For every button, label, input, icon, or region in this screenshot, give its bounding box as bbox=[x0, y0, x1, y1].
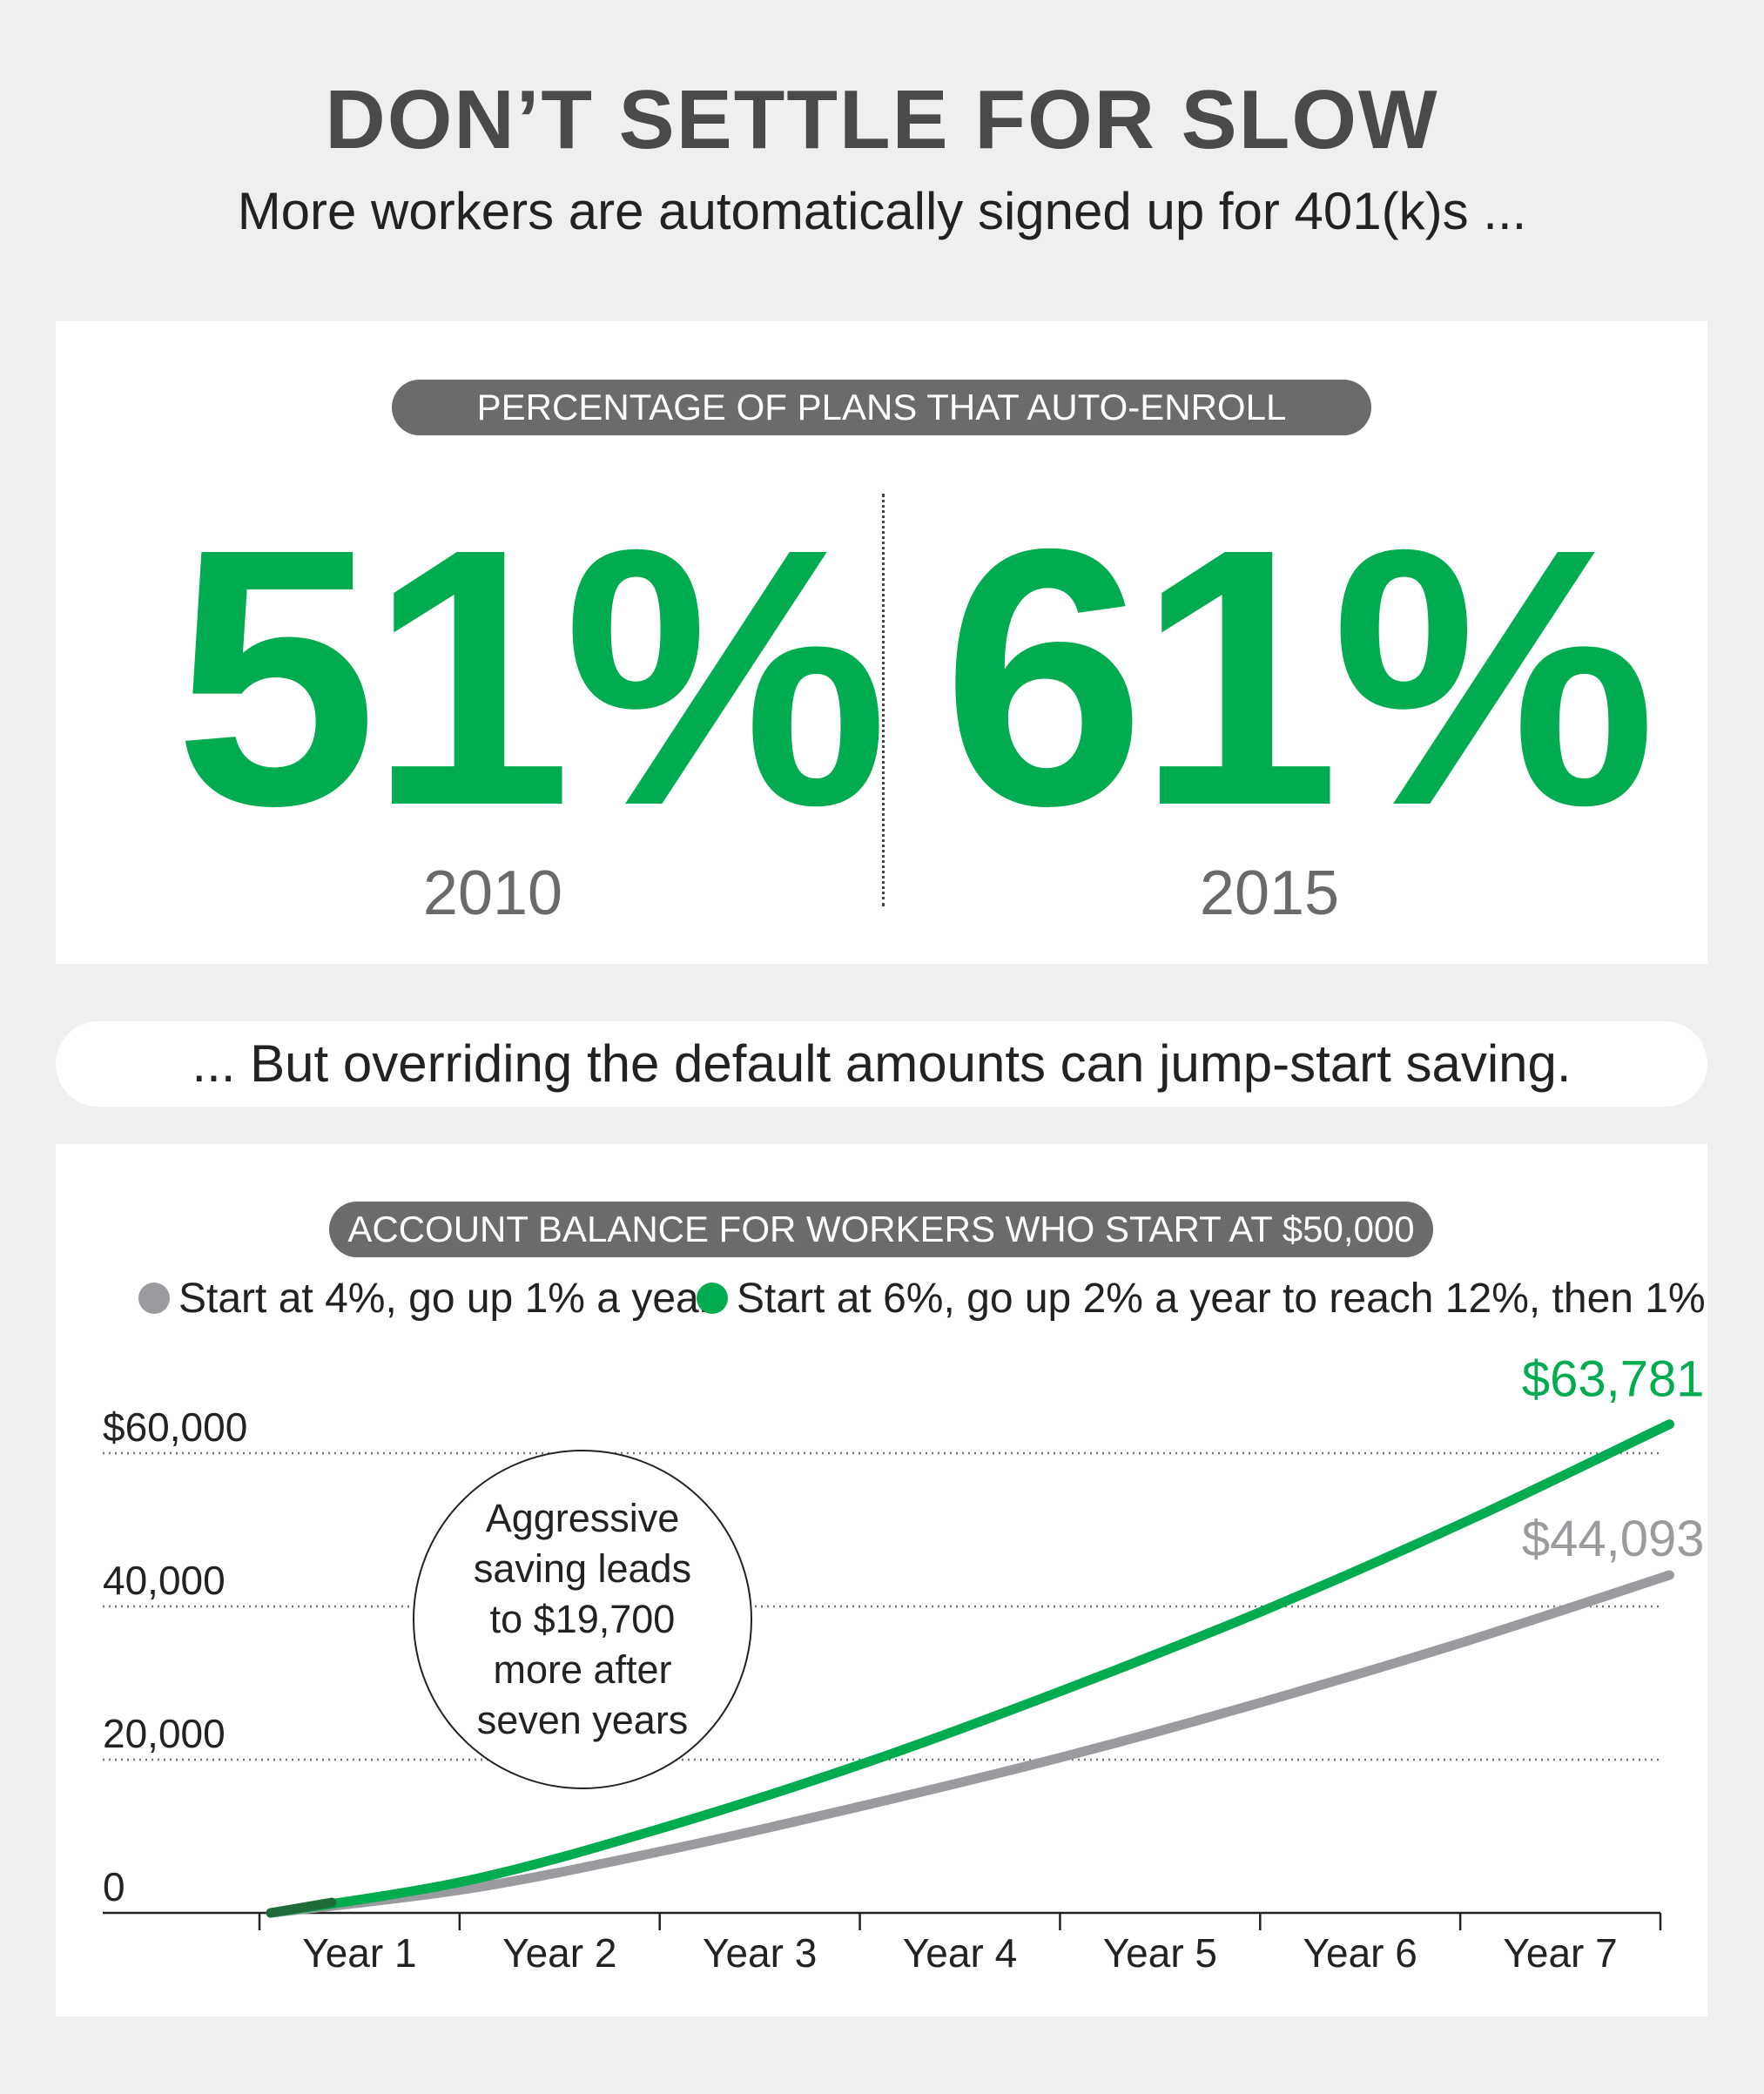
stat-2015-year: 2015 bbox=[1199, 858, 1340, 928]
end-label-gray: $44,093 bbox=[1522, 1511, 1705, 1567]
x-tick-label: Year 7 bbox=[1503, 1930, 1617, 1976]
x-tick-label: Year 1 bbox=[302, 1930, 416, 1976]
chart-legend: Start at 4%, go up 1% a year Start at 6%… bbox=[56, 1269, 1707, 1330]
transition-banner: ... But overriding the default amounts c… bbox=[56, 1021, 1707, 1107]
stat-2015-value: 61% bbox=[942, 474, 1657, 882]
y-tick-label: 0 bbox=[103, 1864, 125, 1909]
page-subtitle: More workers are automatically signed up… bbox=[237, 182, 1527, 240]
x-tick-label: Year 4 bbox=[903, 1930, 1017, 1976]
page-title: DON’T SETTLE FOR SLOW bbox=[325, 73, 1439, 166]
legend-item-green: Start at 6%, go up 2% a year to reach 12… bbox=[697, 1269, 1706, 1330]
x-tick-label: Year 3 bbox=[703, 1930, 817, 1976]
stat-2010-value: 51% bbox=[174, 474, 889, 882]
series-line-gray bbox=[266, 1570, 1674, 1918]
x-tick-label: Year 5 bbox=[1103, 1930, 1217, 1976]
legend-swatch-gray bbox=[138, 1283, 170, 1315]
end-label-green: $63,781 bbox=[1522, 1351, 1705, 1408]
annotation-text: Aggressive saving leads to $19,700 more … bbox=[473, 1496, 692, 1742]
y-tick-label: 20,000 bbox=[103, 1711, 226, 1756]
auto-enroll-heading: PERCENTAGE OF PLANS THAT AUTO-ENROLL EMP… bbox=[392, 380, 1371, 483]
y-tick-label: $60,000 bbox=[103, 1404, 247, 1450]
y-tick-label: 40,000 bbox=[103, 1558, 226, 1603]
legend-label-gray: Start at 4%, go up 1% a year bbox=[178, 1276, 713, 1322]
series-overlap-segment bbox=[266, 1897, 337, 1918]
annotation-bubble: Aggressive saving leads to $19,700 more … bbox=[413, 1450, 752, 1789]
x-tick-label: Year 2 bbox=[502, 1930, 616, 1976]
auto-enroll-panel: PERCENTAGE OF PLANS THAT AUTO-ENROLL EMP… bbox=[56, 321, 1707, 964]
series-line-green bbox=[266, 1419, 1674, 1918]
stats-divider bbox=[882, 494, 885, 906]
balance-line-chart: $60,000 40,000 20,000 0 Year 1 Year 2 Year 3 Ye… bbox=[103, 1351, 1705, 1976]
chart-title: ACCOUNT BALANCE FOR WORKERS WHO START AT… bbox=[329, 1202, 1433, 1305]
legend-label-green: Start at 6%, go up 2% a year to reach 12… bbox=[737, 1276, 1706, 1322]
x-tick-label: Year 6 bbox=[1303, 1930, 1417, 1976]
legend-item-gray: Start at 4%, go up 1% a year bbox=[138, 1269, 713, 1330]
legend-swatch-green bbox=[697, 1283, 728, 1315]
stat-2010-year: 2010 bbox=[422, 858, 563, 928]
balance-chart-panel: ACCOUNT BALANCE FOR WORKERS WHO START AT… bbox=[56, 1144, 1707, 2017]
